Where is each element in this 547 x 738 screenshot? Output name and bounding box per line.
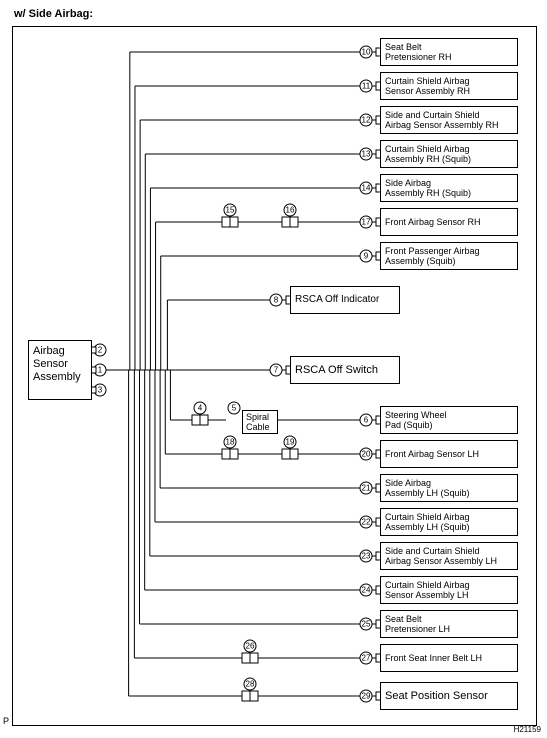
- component-box: Curtain Shield AirbagSensor Assembly RH: [380, 72, 518, 100]
- component-box: Seat BeltPretensioner LH: [380, 610, 518, 638]
- svg-text:8: 8: [274, 296, 279, 305]
- p-label: P: [3, 716, 9, 726]
- component-box: RSCA Off Switch: [290, 356, 400, 384]
- component-box: Curtain Shield AirbagSensor Assembly LH: [380, 576, 518, 604]
- svg-text:3: 3: [98, 386, 103, 395]
- svg-text:5: 5: [232, 404, 237, 413]
- svg-text:18: 18: [226, 438, 235, 447]
- svg-text:4: 4: [198, 404, 203, 413]
- svg-text:15: 15: [226, 206, 235, 215]
- svg-text:22: 22: [362, 518, 371, 527]
- svg-text:26: 26: [246, 642, 255, 651]
- svg-text:20: 20: [362, 450, 371, 459]
- component-box: Side AirbagAssembly LH (Squib): [380, 474, 518, 502]
- component-box: Front Airbag Sensor RH: [380, 208, 518, 236]
- svg-text:13: 13: [362, 150, 371, 159]
- svg-text:21: 21: [362, 484, 371, 493]
- svg-text:11: 11: [362, 82, 371, 91]
- svg-text:6: 6: [364, 416, 369, 425]
- svg-text:2: 2: [98, 346, 103, 355]
- component-box: Steering WheelPad (Squib): [380, 406, 518, 434]
- svg-text:16: 16: [286, 206, 295, 215]
- spiral-cable-box: SpiralCable: [242, 410, 278, 434]
- svg-text:27: 27: [362, 654, 371, 663]
- svg-text:25: 25: [362, 620, 371, 629]
- component-box: Front Airbag Sensor LH: [380, 440, 518, 468]
- component-box: Seat BeltPretensioner RH: [380, 38, 518, 66]
- svg-text:17: 17: [362, 218, 371, 227]
- component-box: Front Seat Inner Belt LH: [380, 644, 518, 672]
- svg-text:9: 9: [364, 252, 369, 261]
- component-box: Side and Curtain ShieldAirbag Sensor Ass…: [380, 542, 518, 570]
- svg-text:19: 19: [286, 438, 295, 447]
- component-box: Seat Position Sensor: [380, 682, 518, 710]
- svg-text:12: 12: [362, 116, 371, 125]
- component-box: Curtain Shield AirbagAssembly RH (Squib): [380, 140, 518, 168]
- svg-text:23: 23: [362, 552, 371, 561]
- svg-text:1: 1: [98, 366, 103, 375]
- component-box: Front Passenger AirbagAssembly (Squib): [380, 242, 518, 270]
- component-box: Curtain Shield AirbagAssembly LH (Squib): [380, 508, 518, 536]
- component-box: Side and Curtain ShieldAirbag Sensor Ass…: [380, 106, 518, 134]
- airbag-sensor-assembly-box: AirbagSensorAssembly: [28, 340, 92, 400]
- svg-text:14: 14: [362, 184, 371, 193]
- svg-text:29: 29: [362, 692, 371, 701]
- reference-id: H21159: [514, 725, 541, 734]
- svg-text:10: 10: [362, 48, 371, 57]
- component-box: Side AirbagAssembly RH (Squib): [380, 174, 518, 202]
- svg-text:28: 28: [246, 680, 255, 689]
- svg-text:24: 24: [362, 586, 371, 595]
- svg-text:7: 7: [274, 366, 279, 375]
- component-box: RSCA Off Indicator: [290, 286, 400, 314]
